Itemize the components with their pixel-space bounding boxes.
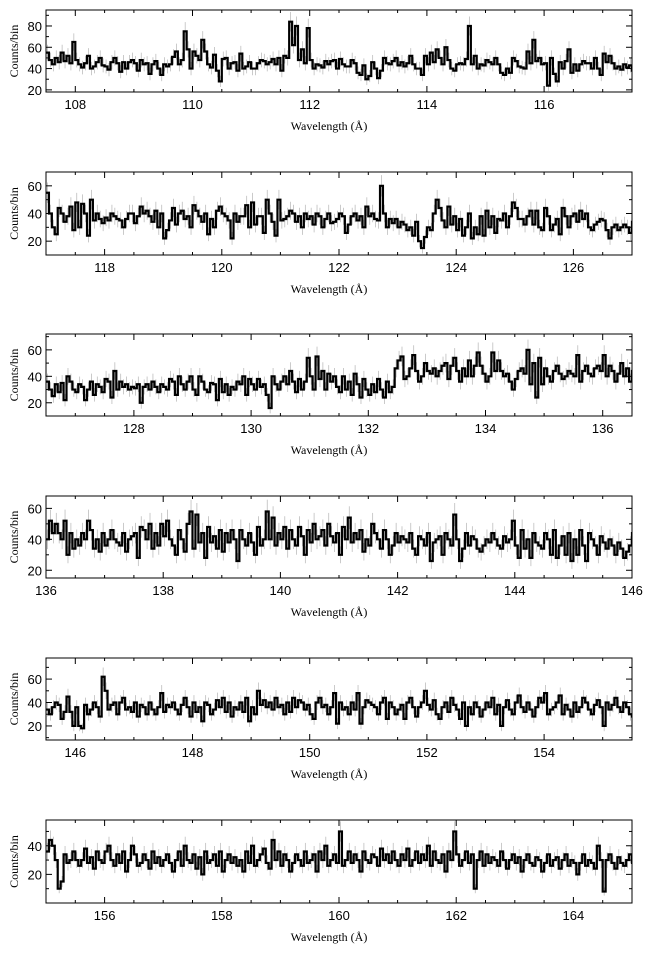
plot-area (46, 339, 632, 414)
x-tick-label: 148 (182, 745, 204, 760)
spectrum-panel: 128 130 132 134 136 20 40 60 Wavelength (Å) Count… (7, 333, 633, 457)
spectrum-panel: 146 148 150 152 154 20 40 60 Wavelength (Å) Count… (7, 657, 633, 781)
x-tick-label: 140 (270, 583, 292, 598)
y-tick-label: 40 (28, 532, 42, 547)
y-tick-label: 40 (28, 369, 42, 384)
x-tick-label: 142 (387, 583, 409, 598)
y-tick-label: 40 (28, 62, 42, 77)
x-tick-label: 118 (94, 260, 115, 275)
plot-area (46, 667, 632, 734)
x-tick-label: 162 (445, 908, 467, 923)
counts-histogram-line (46, 184, 632, 250)
x-tick-label: 126 (563, 260, 585, 275)
plot-frame (45, 9, 633, 93)
counts-histogram-line (46, 20, 632, 87)
y-tick-label: 60 (28, 501, 42, 516)
x-tick-label: 132 (357, 421, 379, 436)
counts-histogram-line (46, 510, 632, 563)
x-tick-label: 160 (328, 908, 350, 923)
x-tick-label: 156 (94, 908, 116, 923)
counts-histogram-line (46, 675, 632, 730)
x-tick-label: 146 (64, 745, 86, 760)
plot-area (46, 11, 632, 91)
y-tick-label: 20 (28, 234, 42, 249)
y-tick-label: 40 (28, 207, 42, 222)
spectrum-panel: 136 138 140 142 144 146 20 40 60 Wavelength (Å) Co… (7, 495, 643, 619)
y-tick-label: 20 (28, 83, 42, 98)
x-tick-label: 122 (328, 260, 350, 275)
y-tick-label: 20 (28, 867, 42, 882)
x-tick-label: 152 (416, 745, 438, 760)
x-tick-label: 116 (534, 97, 555, 112)
y-tick-label: 40 (28, 839, 42, 854)
y-axis-label: Counts/bin (7, 673, 21, 726)
y-axis-label: Counts/bin (7, 835, 21, 888)
y-tick-label: 20 (28, 396, 42, 411)
y-axis-label: Counts/bin (7, 511, 21, 564)
x-tick-label: 146 (621, 583, 643, 598)
x-tick-label: 120 (211, 260, 233, 275)
x-tick-label: 136 (35, 583, 57, 598)
y-tick-label: 60 (28, 343, 42, 358)
x-tick-label: 144 (504, 583, 526, 598)
x-tick-label: 158 (211, 908, 233, 923)
x-tick-label: 136 (592, 421, 614, 436)
y-axis-label: Counts/bin (7, 25, 21, 78)
y-tick-label: 20 (28, 563, 42, 578)
x-tick-label: 138 (152, 583, 174, 598)
y-tick-label: 40 (28, 696, 42, 711)
plot-area (46, 499, 632, 569)
y-tick-label: 60 (28, 672, 42, 687)
x-tick-label: 128 (123, 421, 145, 436)
plot-area (46, 821, 632, 896)
x-tick-label: 134 (475, 421, 497, 436)
spectrum-panel: 118 120 122 124 126 20 40 60 Wavelength (Å) Count… (7, 171, 633, 296)
x-axis-label: Wavelength (Å) (291, 605, 368, 619)
x-tick-label: 124 (445, 260, 467, 275)
y-tick-label: 20 (28, 719, 42, 734)
y-tick-label: 60 (28, 179, 42, 194)
x-axis-label: Wavelength (Å) (291, 767, 368, 781)
y-tick-label: 60 (28, 40, 42, 55)
x-tick-label: 114 (417, 97, 438, 112)
x-tick-label: 130 (240, 421, 262, 436)
error-bars (47, 11, 631, 91)
y-tick-label: 80 (28, 19, 42, 34)
spectrum-panel: 156 158 160 162 164 20 40 Wavelength (Å) Counts/… (7, 819, 633, 944)
spectrum-panel: 108 110 112 114 116 20 40 60 80 Wavelength (Å) Cou… (7, 9, 633, 133)
plot-area (46, 175, 632, 254)
x-tick-label: 110 (182, 97, 203, 112)
x-axis-label: Wavelength (Å) (291, 930, 368, 944)
x-tick-label: 112 (299, 97, 320, 112)
x-tick-label: 154 (533, 745, 555, 760)
counts-histogram-line (46, 348, 632, 410)
y-axis-label: Counts/bin (7, 349, 21, 402)
x-axis-label: Wavelength (Å) (291, 119, 368, 133)
counts-histogram-line (46, 830, 632, 893)
x-axis-label: Wavelength (Å) (291, 443, 368, 457)
x-axis-label: Wavelength (Å) (291, 282, 368, 296)
x-tick-label: 164 (563, 908, 585, 923)
x-tick-label: 150 (299, 745, 321, 760)
y-axis-label: Counts/bin (7, 187, 21, 240)
x-tick-label: 108 (64, 97, 86, 112)
